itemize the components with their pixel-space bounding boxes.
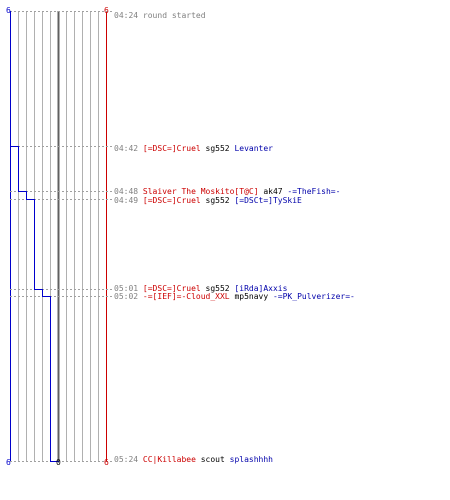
event-time: 04:24 <box>114 11 139 20</box>
victim-name: Levanter <box>234 144 273 153</box>
killer-name: CC|Killabee <box>142 455 196 464</box>
event-time: 04:42 <box>114 144 139 153</box>
weapon-name: scout <box>195 455 230 464</box>
killer-name: [=DSC=]Cruel <box>142 144 201 153</box>
victim-name: splashhhh <box>229 455 273 464</box>
blue-count-bottom: 6 <box>6 458 11 467</box>
event-row: 05:24 CC|Killabee scout splashhhh <box>114 455 273 465</box>
victim-name: [iRda]Axxis <box>234 284 288 293</box>
event-row: 04:24 round started <box>114 11 206 21</box>
red-count-top: 6 <box>104 6 109 15</box>
event-time: 05:02 <box>114 292 139 301</box>
weapon-name: ak47 <box>258 187 288 196</box>
killer-name: [=DSC=]Cruel <box>142 284 201 293</box>
weapon-name: mp5navy <box>229 292 273 301</box>
blue-team-alive-line <box>10 11 59 462</box>
zero-count-bottom: 0 <box>56 458 61 467</box>
event-time: 05:24 <box>114 455 139 464</box>
event-row: 04:49 [=DSC=]Cruel sg552 [=DSCt=]TySkiE <box>114 196 302 206</box>
killer-name: [=DSC=]Cruel <box>142 196 201 205</box>
event-row: 05:01 [=DSC=]Cruel sg552 [iRda]Axxis <box>114 284 287 294</box>
victim-name: [=DSCt=]TySkiE <box>234 196 302 205</box>
event-time: 04:48 <box>114 187 139 196</box>
victim-name: -=TheFish=- <box>287 187 341 196</box>
event-row: 04:42 [=DSC=]Cruel sg552 Levanter <box>114 144 273 154</box>
weapon-name: sg552 <box>200 196 235 205</box>
red-count-bottom: 6 <box>104 458 109 467</box>
event-row: 05:02 -=[IEF]=-Cloud_XXL mp5navy -=PK_Pu… <box>114 292 355 302</box>
event-time: 04:49 <box>114 196 139 205</box>
killer-name: -=[IEF]=-Cloud_XXL <box>142 292 230 301</box>
killer-name: Slaiver The Moskito[T@C] <box>142 187 259 196</box>
blue-count-top: 6 <box>6 6 11 15</box>
event-time: 05:01 <box>114 284 139 293</box>
timeline-grid <box>10 11 107 461</box>
event-row: 04:48 Slaiver The Moskito[T@C] ak47 -=Th… <box>114 187 340 197</box>
victim-name: -=PK_Pulverizer=- <box>272 292 355 301</box>
event-dash-lines <box>10 11 112 462</box>
weapon-name: sg552 <box>200 284 235 293</box>
event-text: round started <box>142 11 206 20</box>
weapon-name: sg552 <box>200 144 235 153</box>
